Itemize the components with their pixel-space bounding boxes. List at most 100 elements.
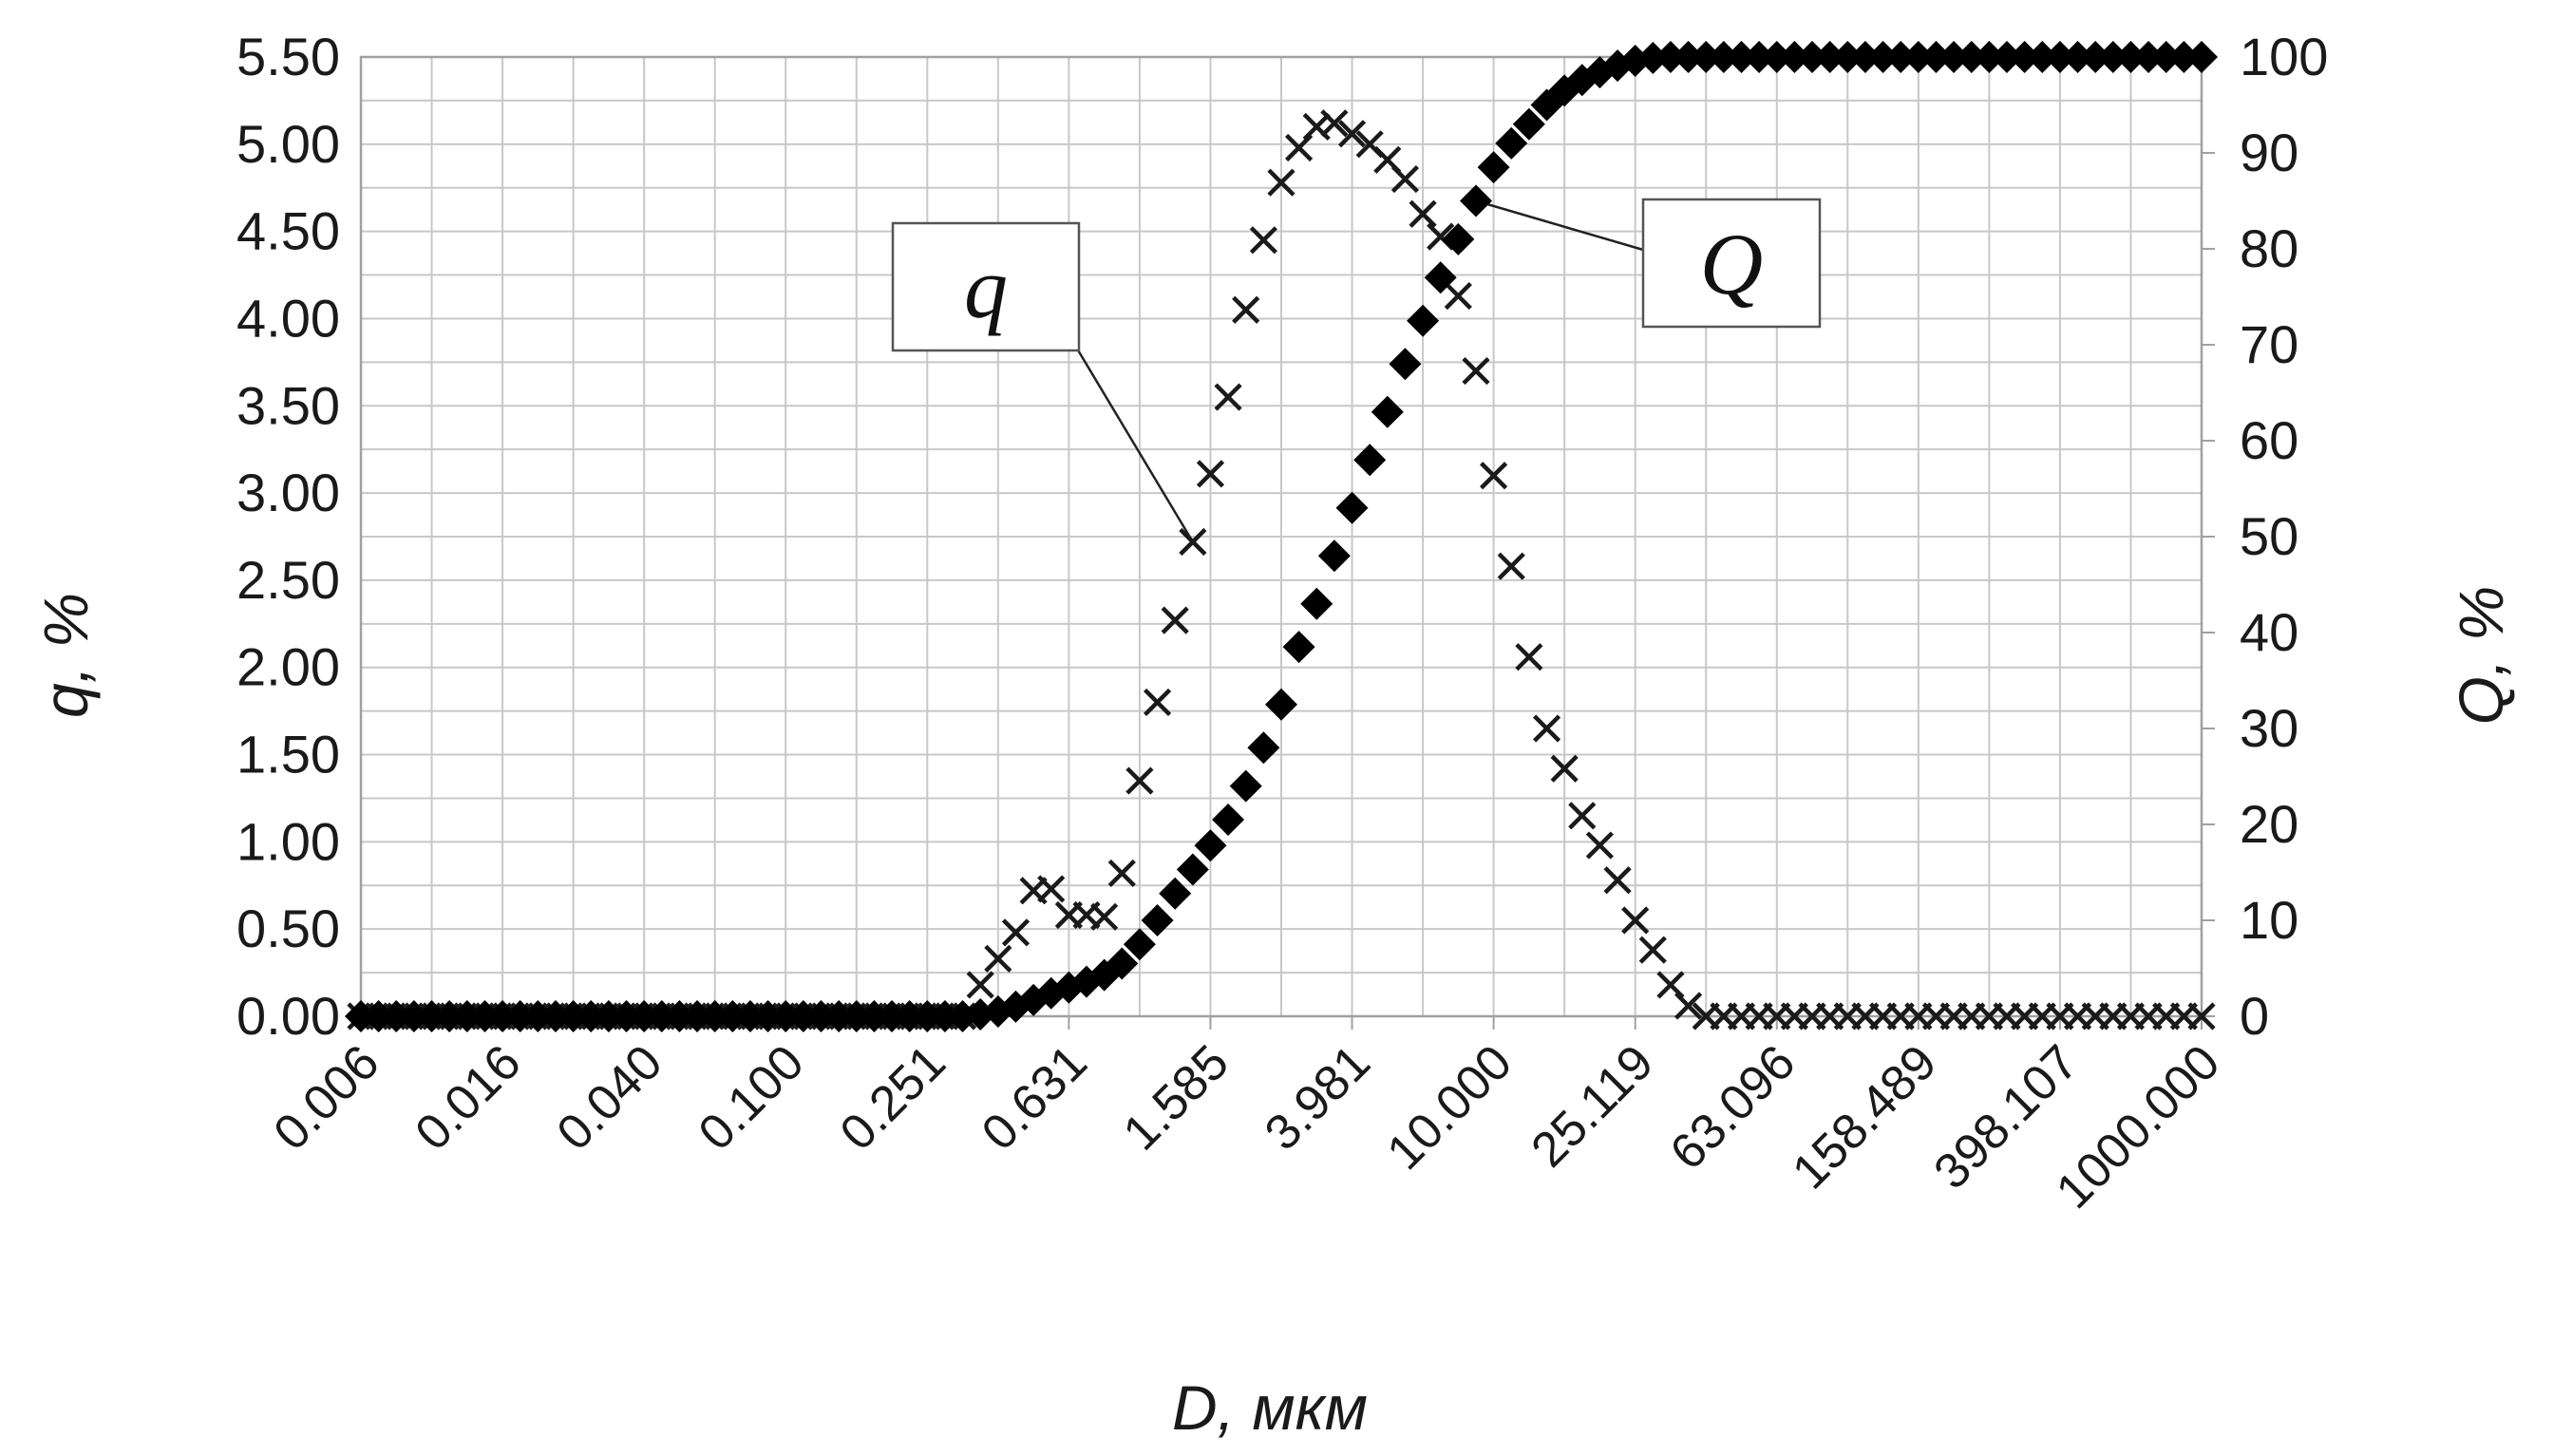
- series-q-point: [1285, 133, 1314, 162]
- y-right-axis-title: Q, %: [2446, 586, 2516, 726]
- series-Q-point: [1919, 41, 1953, 73]
- series-Q-point: [1123, 928, 1156, 961]
- series-Q-point: [521, 1000, 555, 1032]
- series-Q-point: [716, 1000, 749, 1032]
- series-Q-point: [1955, 41, 1988, 73]
- series-Q-point: [1106, 947, 1139, 980]
- series-Q-point: [893, 1000, 926, 1032]
- x-tick-label: 0.040: [547, 1034, 673, 1161]
- series-Q-point: [1848, 41, 1882, 73]
- y-right-tick-label: 0: [2240, 986, 2269, 1046]
- series-q-point: [1390, 164, 1420, 194]
- series-Q-point: [681, 1000, 714, 1032]
- series-Q-point: [433, 1000, 466, 1032]
- series-Q-point: [663, 1000, 696, 1032]
- series-q-point: [1090, 902, 1119, 931]
- series-Q-point: [2167, 41, 2201, 73]
- series-Q-point: [858, 1000, 891, 1032]
- series-Q-point: [1247, 731, 1280, 765]
- series-Q-point: [1725, 41, 1758, 73]
- series-Q-point: [1229, 769, 1262, 803]
- x-tick-label: 0.251: [830, 1034, 956, 1161]
- series-q-point: [1249, 226, 1277, 255]
- series-q-point: [1001, 918, 1031, 947]
- series-q-point: [1674, 992, 1703, 1020]
- y-right-tick-label: 30: [2240, 698, 2298, 758]
- y-right-tick-label: 20: [2240, 794, 2298, 854]
- series-Q-point: [645, 1000, 678, 1032]
- series-Q-point: [2132, 41, 2165, 73]
- series-Q-point: [628, 1000, 661, 1032]
- series-q-point: [1196, 460, 1225, 488]
- series-Q-point: [1866, 41, 1900, 73]
- series-Q-point: [1760, 41, 1793, 73]
- series-Q-point: [1442, 222, 1475, 255]
- series-Q-point: [1141, 904, 1174, 936]
- series-Q-point: [1176, 853, 1209, 886]
- series-Q-point: [575, 1000, 608, 1032]
- series-q-point: [1568, 802, 1597, 830]
- y-right-tick-label: 90: [2240, 123, 2298, 182]
- series-Q-point: [1813, 41, 1846, 73]
- x-tick-label: 158.489: [1782, 1034, 1947, 1200]
- series-Q-point: [2026, 41, 2059, 73]
- series-q-point: [1232, 295, 1260, 324]
- y-right-tick-label: 10: [2240, 890, 2298, 950]
- series-Q-point: [1459, 184, 1492, 217]
- series-Q-point: [1778, 41, 1811, 73]
- series-Q-point: [1477, 151, 1510, 184]
- series-Q-point: [1973, 41, 2006, 73]
- series-Q-point: [751, 1000, 785, 1032]
- series-q-point: [1267, 168, 1295, 197]
- series-Q-point: [876, 1000, 909, 1032]
- series-Q-point: [2008, 41, 2041, 73]
- series-Q-point: [503, 1000, 537, 1032]
- series-Q-point: [1335, 491, 1369, 524]
- y-left-tick-label: 5.50: [236, 27, 340, 86]
- series-Q-point: [1212, 803, 1245, 836]
- y-right-tick-label: 40: [2240, 602, 2298, 662]
- series-Q-point: [1300, 587, 1333, 620]
- series-Q-point: [1743, 41, 1776, 73]
- series-Q-point: [698, 1000, 731, 1032]
- series-Q-point: [1690, 41, 1723, 73]
- y-right-tick-label: 100: [2240, 27, 2328, 86]
- series-q-point: [1037, 875, 1066, 903]
- series-q-point: [1603, 866, 1632, 895]
- series-Q-point: [2096, 41, 2129, 73]
- series-Q-point: [2043, 41, 2076, 73]
- series-q-point: [1107, 859, 1136, 888]
- series-q-point: [1179, 527, 1207, 557]
- y-left-tick-label: 0.50: [236, 898, 340, 958]
- series-Q-point: [2079, 41, 2112, 73]
- series-Q-point: [1636, 42, 1670, 75]
- y-left-tick-label: 3.50: [236, 375, 340, 435]
- series-Q: [345, 41, 2218, 1032]
- series-Q-point: [557, 1000, 590, 1032]
- series-q-point: [1515, 643, 1543, 671]
- series-q-point: [1214, 383, 1242, 411]
- series-q-point: [1638, 936, 1667, 964]
- x-tick-label: 0.100: [689, 1034, 815, 1161]
- x-tick-label: 10.000: [1377, 1034, 1522, 1180]
- series-Q-point: [733, 1000, 766, 1032]
- series-Q-point: [2061, 41, 2094, 73]
- series-Q-point: [1371, 395, 1404, 428]
- y-left-tick-label: 5.00: [236, 114, 340, 174]
- x-axis-title: D, мкм: [1172, 1372, 1368, 1443]
- axes: [359, 55, 2215, 1030]
- y-left-axis-title: q, %: [30, 593, 101, 718]
- series-Q-point: [486, 1000, 520, 1032]
- x-tick-label: 25.119: [1521, 1034, 1664, 1178]
- series-Q-point: [468, 1000, 501, 1032]
- series-Q-point: [2114, 41, 2147, 73]
- y-right-tick-label: 80: [2240, 218, 2298, 278]
- series-Q-point: [1707, 41, 1740, 73]
- series-q-point: [1550, 754, 1579, 783]
- series-q-point: [1161, 606, 1189, 634]
- series-Q-point: [911, 1000, 944, 1032]
- y-right-tick-label: 70: [2240, 314, 2298, 374]
- x-tick-label: 0.006: [263, 1034, 389, 1161]
- x-tick-label: 1.585: [1113, 1034, 1239, 1161]
